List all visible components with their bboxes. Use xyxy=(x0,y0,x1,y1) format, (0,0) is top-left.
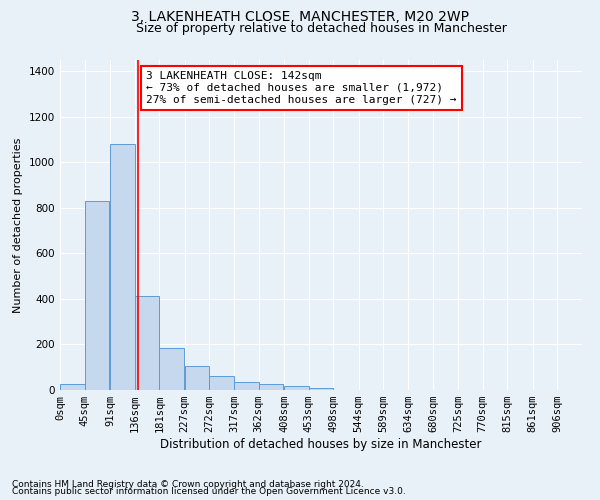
Text: 3, LAKENHEATH CLOSE, MANCHESTER, M20 2WP: 3, LAKENHEATH CLOSE, MANCHESTER, M20 2WP xyxy=(131,10,469,24)
Y-axis label: Number of detached properties: Number of detached properties xyxy=(13,138,23,312)
Bar xyxy=(60,384,85,390)
Bar xyxy=(134,296,160,390)
Bar xyxy=(308,388,334,390)
X-axis label: Distribution of detached houses by size in Manchester: Distribution of detached houses by size … xyxy=(160,438,482,451)
Title: Size of property relative to detached houses in Manchester: Size of property relative to detached ho… xyxy=(136,22,506,35)
Bar xyxy=(110,144,134,390)
Text: Contains public sector information licensed under the Open Government Licence v3: Contains public sector information licen… xyxy=(12,487,406,496)
Bar xyxy=(284,386,308,390)
Bar xyxy=(234,382,259,390)
Text: 3 LAKENHEATH CLOSE: 142sqm
← 73% of detached houses are smaller (1,972)
27% of s: 3 LAKENHEATH CLOSE: 142sqm ← 73% of deta… xyxy=(146,72,457,104)
Text: Contains HM Land Registry data © Crown copyright and database right 2024.: Contains HM Land Registry data © Crown c… xyxy=(12,480,364,489)
Bar xyxy=(160,348,184,390)
Bar xyxy=(185,366,209,390)
Bar xyxy=(85,201,109,390)
Bar xyxy=(209,376,234,390)
Bar xyxy=(259,384,283,390)
